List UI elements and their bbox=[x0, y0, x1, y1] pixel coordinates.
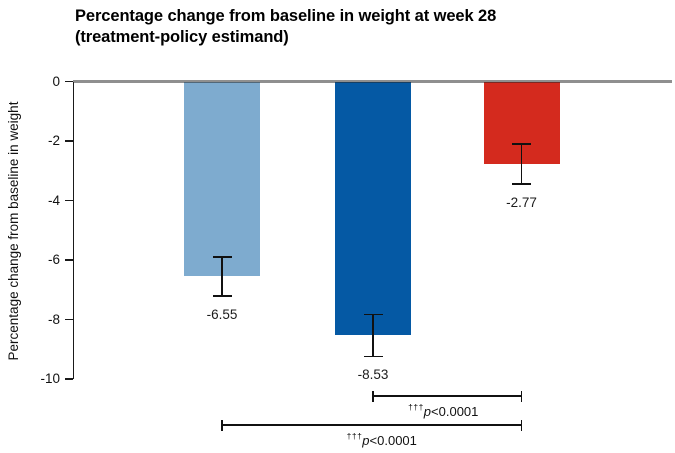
p-value-label: †††p<0.0001 bbox=[312, 431, 452, 448]
p-value-text: <0.0001 bbox=[369, 433, 417, 448]
y-tick-label: -8 bbox=[47, 311, 60, 327]
chart-title: Percentage change from baseline in weigh… bbox=[75, 7, 497, 46]
y-tick bbox=[65, 259, 73, 261]
bar-value-label: -2.77 bbox=[506, 194, 537, 210]
dark-blue-bar bbox=[335, 81, 411, 336]
y-tick-label: -10 bbox=[40, 371, 60, 387]
y-axis-label: Percentage change from baseline in weigh… bbox=[6, 101, 21, 361]
error-bar-cap-top bbox=[512, 143, 531, 145]
comparison-bracket-line bbox=[373, 395, 522, 397]
p-italic: p bbox=[423, 404, 432, 419]
comparison-bracket-cap-right bbox=[520, 390, 523, 402]
error-bar-line bbox=[372, 314, 374, 357]
error-bar-line bbox=[221, 257, 223, 296]
bar-value-label: -6.55 bbox=[206, 306, 238, 322]
y-tick bbox=[65, 318, 73, 321]
error-bar-cap-bottom bbox=[363, 355, 383, 358]
error-bar-cap-bottom bbox=[512, 183, 531, 185]
y-tick bbox=[65, 80, 73, 83]
p-italic: p bbox=[362, 433, 370, 448]
comparison-bracket-line bbox=[222, 424, 522, 426]
p-value-label: †††p<0.0001 bbox=[373, 402, 513, 419]
error-bar-cap-top bbox=[363, 313, 383, 316]
light-blue-bar bbox=[184, 81, 260, 277]
error-bar-cap-bottom bbox=[212, 295, 232, 297]
y-tick-label: -6 bbox=[47, 252, 60, 268]
y-tick-label: 0 bbox=[52, 73, 60, 89]
dagger-superscript: ††† bbox=[346, 431, 363, 441]
comparison-bracket-cap-left bbox=[221, 419, 223, 431]
zero-baseline bbox=[72, 80, 672, 83]
y-tick-label: -2 bbox=[47, 133, 60, 149]
y-tick-label: -4 bbox=[47, 192, 60, 208]
y-tick bbox=[65, 199, 73, 202]
y-axis-line bbox=[72, 81, 74, 380]
y-tick bbox=[65, 140, 73, 142]
dagger-superscript: ††† bbox=[408, 402, 424, 412]
bar-value-label: -8.53 bbox=[357, 367, 389, 383]
comparison-bracket-cap-left bbox=[372, 390, 374, 402]
comparison-bracket-cap-right bbox=[520, 419, 523, 431]
y-tick bbox=[65, 378, 73, 380]
error-bar-cap-top bbox=[212, 256, 232, 258]
error-bar-line bbox=[520, 144, 523, 184]
p-value-text: <0.0001 bbox=[431, 404, 479, 419]
